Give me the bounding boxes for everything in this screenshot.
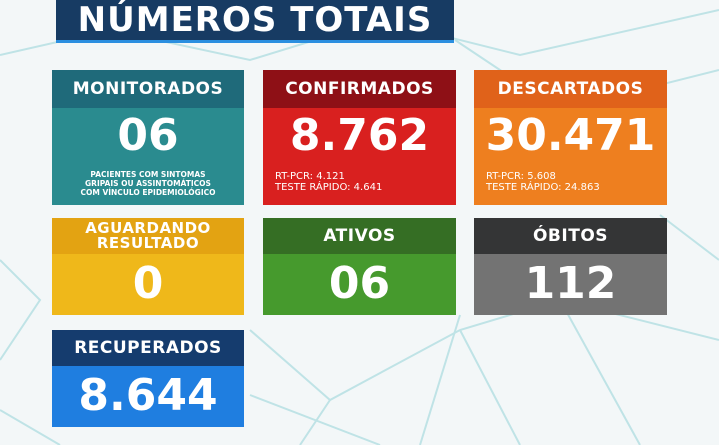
card-recuperados: RECUPERADOS 8.644 <box>52 330 244 427</box>
note-line-1: PACIENTES COM SINTOMAS <box>90 170 206 179</box>
card-monitorados: MONITORADOS 06 PACIENTES COM SINTOMAS GR… <box>52 70 244 205</box>
card-descartados-header: DESCARTADOS <box>474 70 667 108</box>
label-line-2: RESULTADO <box>96 234 200 252</box>
card-monitorados-note: PACIENTES COM SINTOMAS GRIPAIS OU ASSINT… <box>52 170 244 197</box>
card-monitorados-label: MONITORADOS <box>72 79 224 99</box>
card-recuperados-header: RECUPERADOS <box>52 330 244 366</box>
card-recuperados-label: RECUPERADOS <box>74 338 222 358</box>
card-recuperados-body: 8.644 <box>52 366 244 427</box>
detail-rtpcr: RT-PCR: 5.608 <box>486 171 556 182</box>
label-line-1: AGUARDANDO <box>85 219 211 237</box>
card-descartados: DESCARTADOS 30.471 RT-PCR: 5.608 TESTE R… <box>474 70 667 205</box>
card-ativos-label: ATIVOS <box>323 226 396 246</box>
card-confirmados-body: 8.762 RT-PCR: 4.121 TESTE RÁPIDO: 4.641 <box>263 108 456 205</box>
card-aguardando: AGUARDANDO RESULTADO 0 <box>52 218 244 315</box>
card-monitorados-header: MONITORADOS <box>52 70 244 108</box>
card-aguardando-body: 0 <box>52 254 244 315</box>
card-confirmados: CONFIRMADOS 8.762 RT-PCR: 4.121 TESTE RÁ… <box>263 70 456 205</box>
card-ativos-header: ATIVOS <box>263 218 456 254</box>
card-ativos-value: 06 <box>328 258 391 309</box>
note-line-2: GRIPAIS OU ASSINTOMÁTICOS <box>85 179 211 188</box>
detail-teste-rapido: TESTE RÁPIDO: 4.641 <box>275 182 383 193</box>
detail-teste-rapido: TESTE RÁPIDO: 24.863 <box>486 182 600 193</box>
note-line-3: COM VÍNCULO EPIDEMIOLÓGICO <box>80 188 216 197</box>
card-aguardando-value: 0 <box>132 258 164 309</box>
card-monitorados-value: 06 <box>117 110 179 161</box>
card-monitorados-body: 06 PACIENTES COM SINTOMAS GRIPAIS OU ASS… <box>52 108 244 205</box>
card-confirmados-detail: RT-PCR: 4.121 TESTE RÁPIDO: 4.641 <box>275 171 382 193</box>
card-obitos: ÓBITOS 112 <box>474 218 667 315</box>
title-banner: NÚMEROS TOTAIS <box>56 0 454 43</box>
card-aguardando-label: AGUARDANDO RESULTADO <box>85 221 211 251</box>
card-descartados-value: 30.471 <box>485 110 656 161</box>
card-confirmados-header: CONFIRMADOS <box>263 70 456 108</box>
card-descartados-body: 30.471 RT-PCR: 5.608 TESTE RÁPIDO: 24.86… <box>474 108 667 205</box>
card-aguardando-header: AGUARDANDO RESULTADO <box>52 218 244 254</box>
card-confirmados-label: CONFIRMADOS <box>285 79 434 99</box>
card-obitos-label: ÓBITOS <box>532 226 609 246</box>
card-confirmados-value: 8.762 <box>289 110 430 161</box>
card-obitos-body: 112 <box>474 254 667 315</box>
card-descartados-label: DESCARTADOS <box>497 79 644 99</box>
card-obitos-header: ÓBITOS <box>474 218 667 254</box>
detail-rtpcr: RT-PCR: 4.121 <box>275 171 345 182</box>
card-descartados-detail: RT-PCR: 5.608 TESTE RÁPIDO: 24.863 <box>486 171 600 193</box>
card-ativos-body: 06 <box>263 254 456 315</box>
card-ativos: ATIVOS 06 <box>263 218 456 315</box>
card-obitos-value: 112 <box>524 258 617 309</box>
card-recuperados-value: 8.644 <box>78 370 218 421</box>
page-title: NÚMEROS TOTAIS <box>77 0 433 40</box>
